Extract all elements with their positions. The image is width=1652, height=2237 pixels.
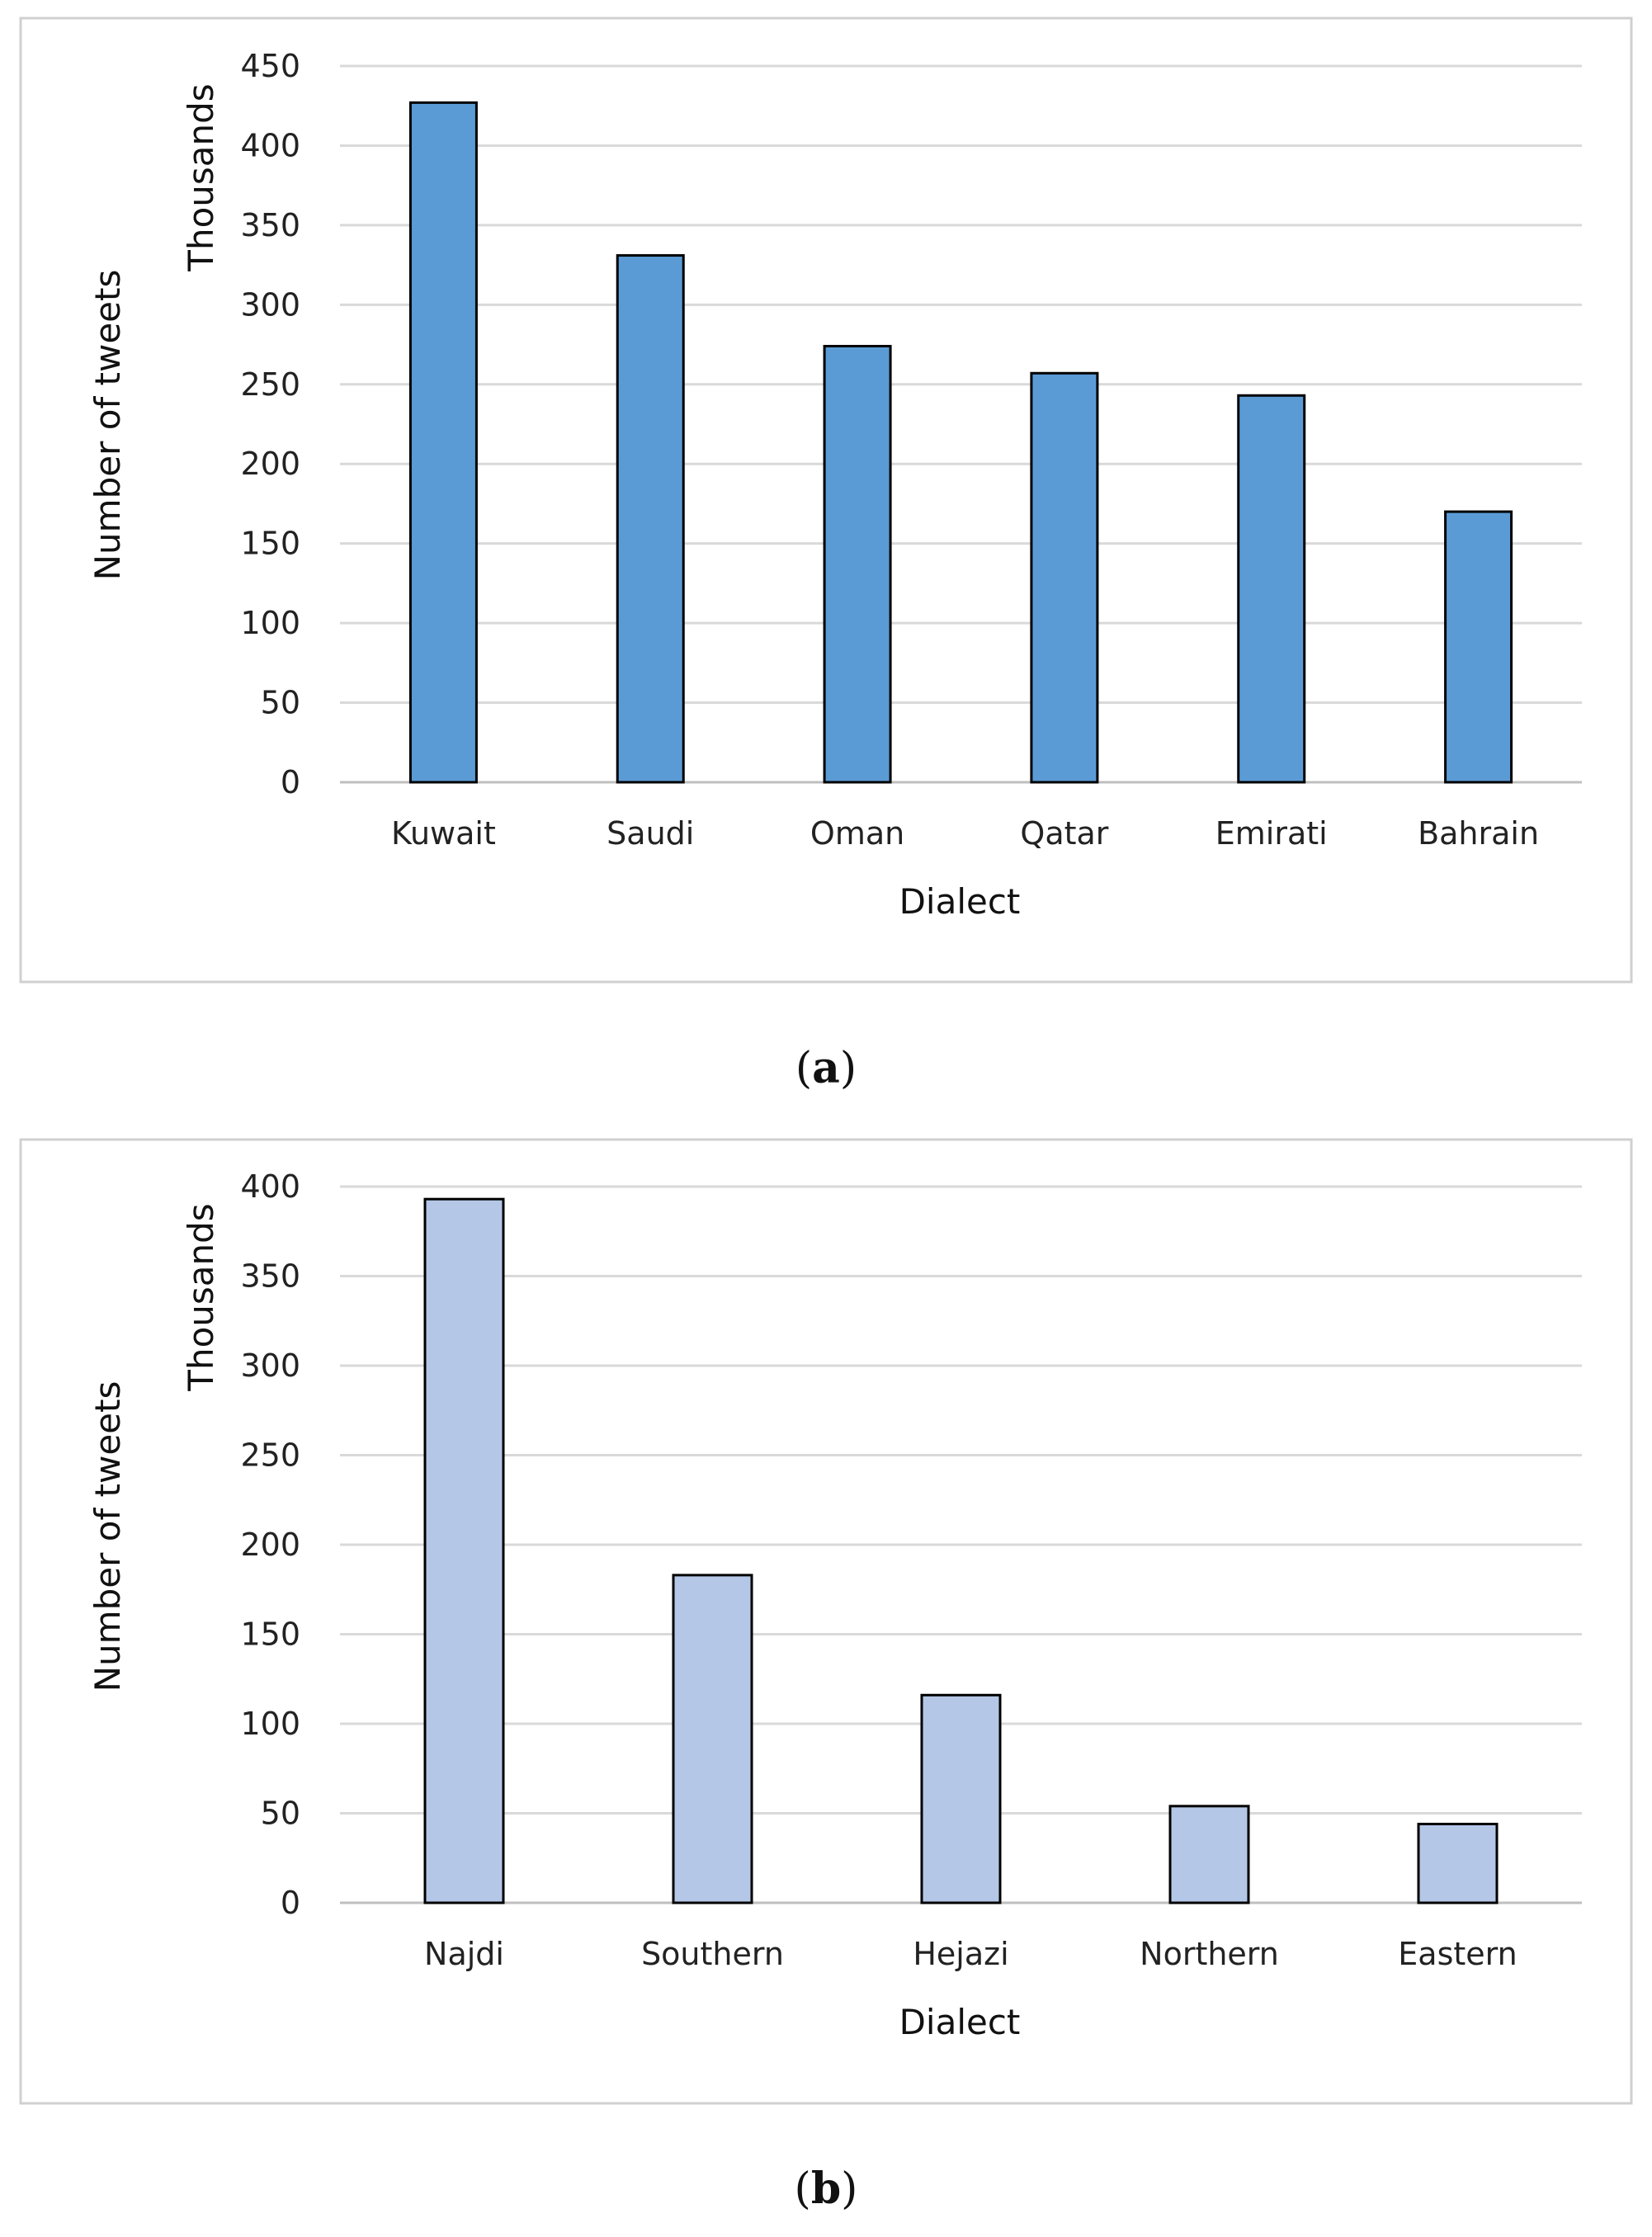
x-axis-title: Dialect	[899, 2002, 1021, 2042]
y-tick-labels: 0 50 100 150 200 250 300 350 400	[240, 1168, 300, 1921]
x-tick-label: Qatar	[1020, 815, 1108, 852]
y-tick-label: 300	[240, 286, 300, 323]
x-axis-title: Dialect	[899, 881, 1021, 922]
bar-emirati	[1237, 394, 1306, 784]
y-tick-label: 400	[240, 1168, 300, 1205]
y-tick-label: 350	[240, 207, 300, 243]
bar-qatar	[1030, 371, 1099, 784]
x-tick-label: Saudi	[607, 815, 694, 852]
bar-southern	[672, 1574, 753, 1904]
y-tick-label: 50	[261, 685, 300, 721]
y-unit-label: Thousands	[181, 83, 221, 271]
y-unit-label: Thousands	[181, 1203, 221, 1391]
y-tick-label: 50	[261, 1796, 300, 1832]
x-tick-label: Southern	[641, 1936, 784, 1972]
y-tick-label: 450	[240, 48, 300, 84]
x-tick-labels: Najdi Southern Hejazi Northern Eastern	[424, 1936, 1517, 1972]
bar-saudi	[616, 254, 685, 784]
y-tick-labels: 0 50 100 150 200 250 300 350 400 450	[240, 48, 300, 800]
chart-frame	[19, 1138, 1633, 2105]
y-tick-label: 200	[240, 1527, 300, 1563]
bar-bahrain	[1444, 510, 1513, 784]
x-tick-label: Hejazi	[913, 1936, 1008, 1972]
bar-najdi	[423, 1197, 505, 1904]
x-tick-label: Emirati	[1215, 815, 1328, 852]
x-tick-labels: Kuwait Saudi Oman Qatar Emirati Bahrain	[391, 815, 1539, 852]
y-axis-title: Number of tweets	[87, 270, 128, 581]
y-tick-label: 150	[240, 526, 300, 562]
bar-kuwait	[408, 101, 478, 784]
x-tick-label: Kuwait	[391, 815, 496, 852]
bar-hejazi	[920, 1693, 1002, 1904]
y-axis-title: Number of tweets	[87, 1381, 128, 1692]
y-tick-label: 200	[240, 446, 300, 482]
chart-panel-a: 0 50 100 150 200 250 300 350 400 450 Kuwait Saudi O…	[19, 17, 1633, 984]
bars	[408, 101, 1513, 784]
y-tick-label: 0	[281, 1885, 300, 1921]
y-tick-label: 350	[240, 1258, 300, 1295]
x-tick-label: Northern	[1140, 1936, 1279, 1972]
chart-panel-b: 0 50 100 150 200 250 300 350 400 Najdi Southern He…	[19, 1138, 1633, 2105]
y-tick-label: 250	[240, 1437, 300, 1474]
panel-caption-b: (b)	[795, 2164, 858, 2214]
gridlines	[340, 64, 1582, 784]
bars	[423, 1197, 1499, 1904]
y-tick-label: 300	[240, 1347, 300, 1384]
bar-northern	[1168, 1805, 1250, 1904]
y-tick-label: 0	[281, 764, 300, 800]
y-tick-label: 400	[240, 127, 300, 163]
panel-letter-a: a	[812, 1043, 840, 1093]
x-tick-label: Oman	[810, 815, 904, 852]
bar-oman	[823, 344, 892, 784]
y-tick-label: 150	[240, 1616, 300, 1653]
x-tick-label: Bahrain	[1418, 815, 1539, 852]
y-tick-label: 100	[240, 1706, 300, 1742]
x-tick-label: Eastern	[1398, 1936, 1517, 1972]
x-tick-label: Najdi	[424, 1936, 504, 1972]
gridlines	[340, 1185, 1582, 1904]
y-tick-label: 100	[240, 605, 300, 641]
panel-letter-b: b	[811, 2164, 841, 2214]
panel-caption-a: (a)	[795, 1043, 857, 1093]
bar-eastern	[1417, 1823, 1499, 1904]
y-tick-label: 250	[240, 366, 300, 403]
